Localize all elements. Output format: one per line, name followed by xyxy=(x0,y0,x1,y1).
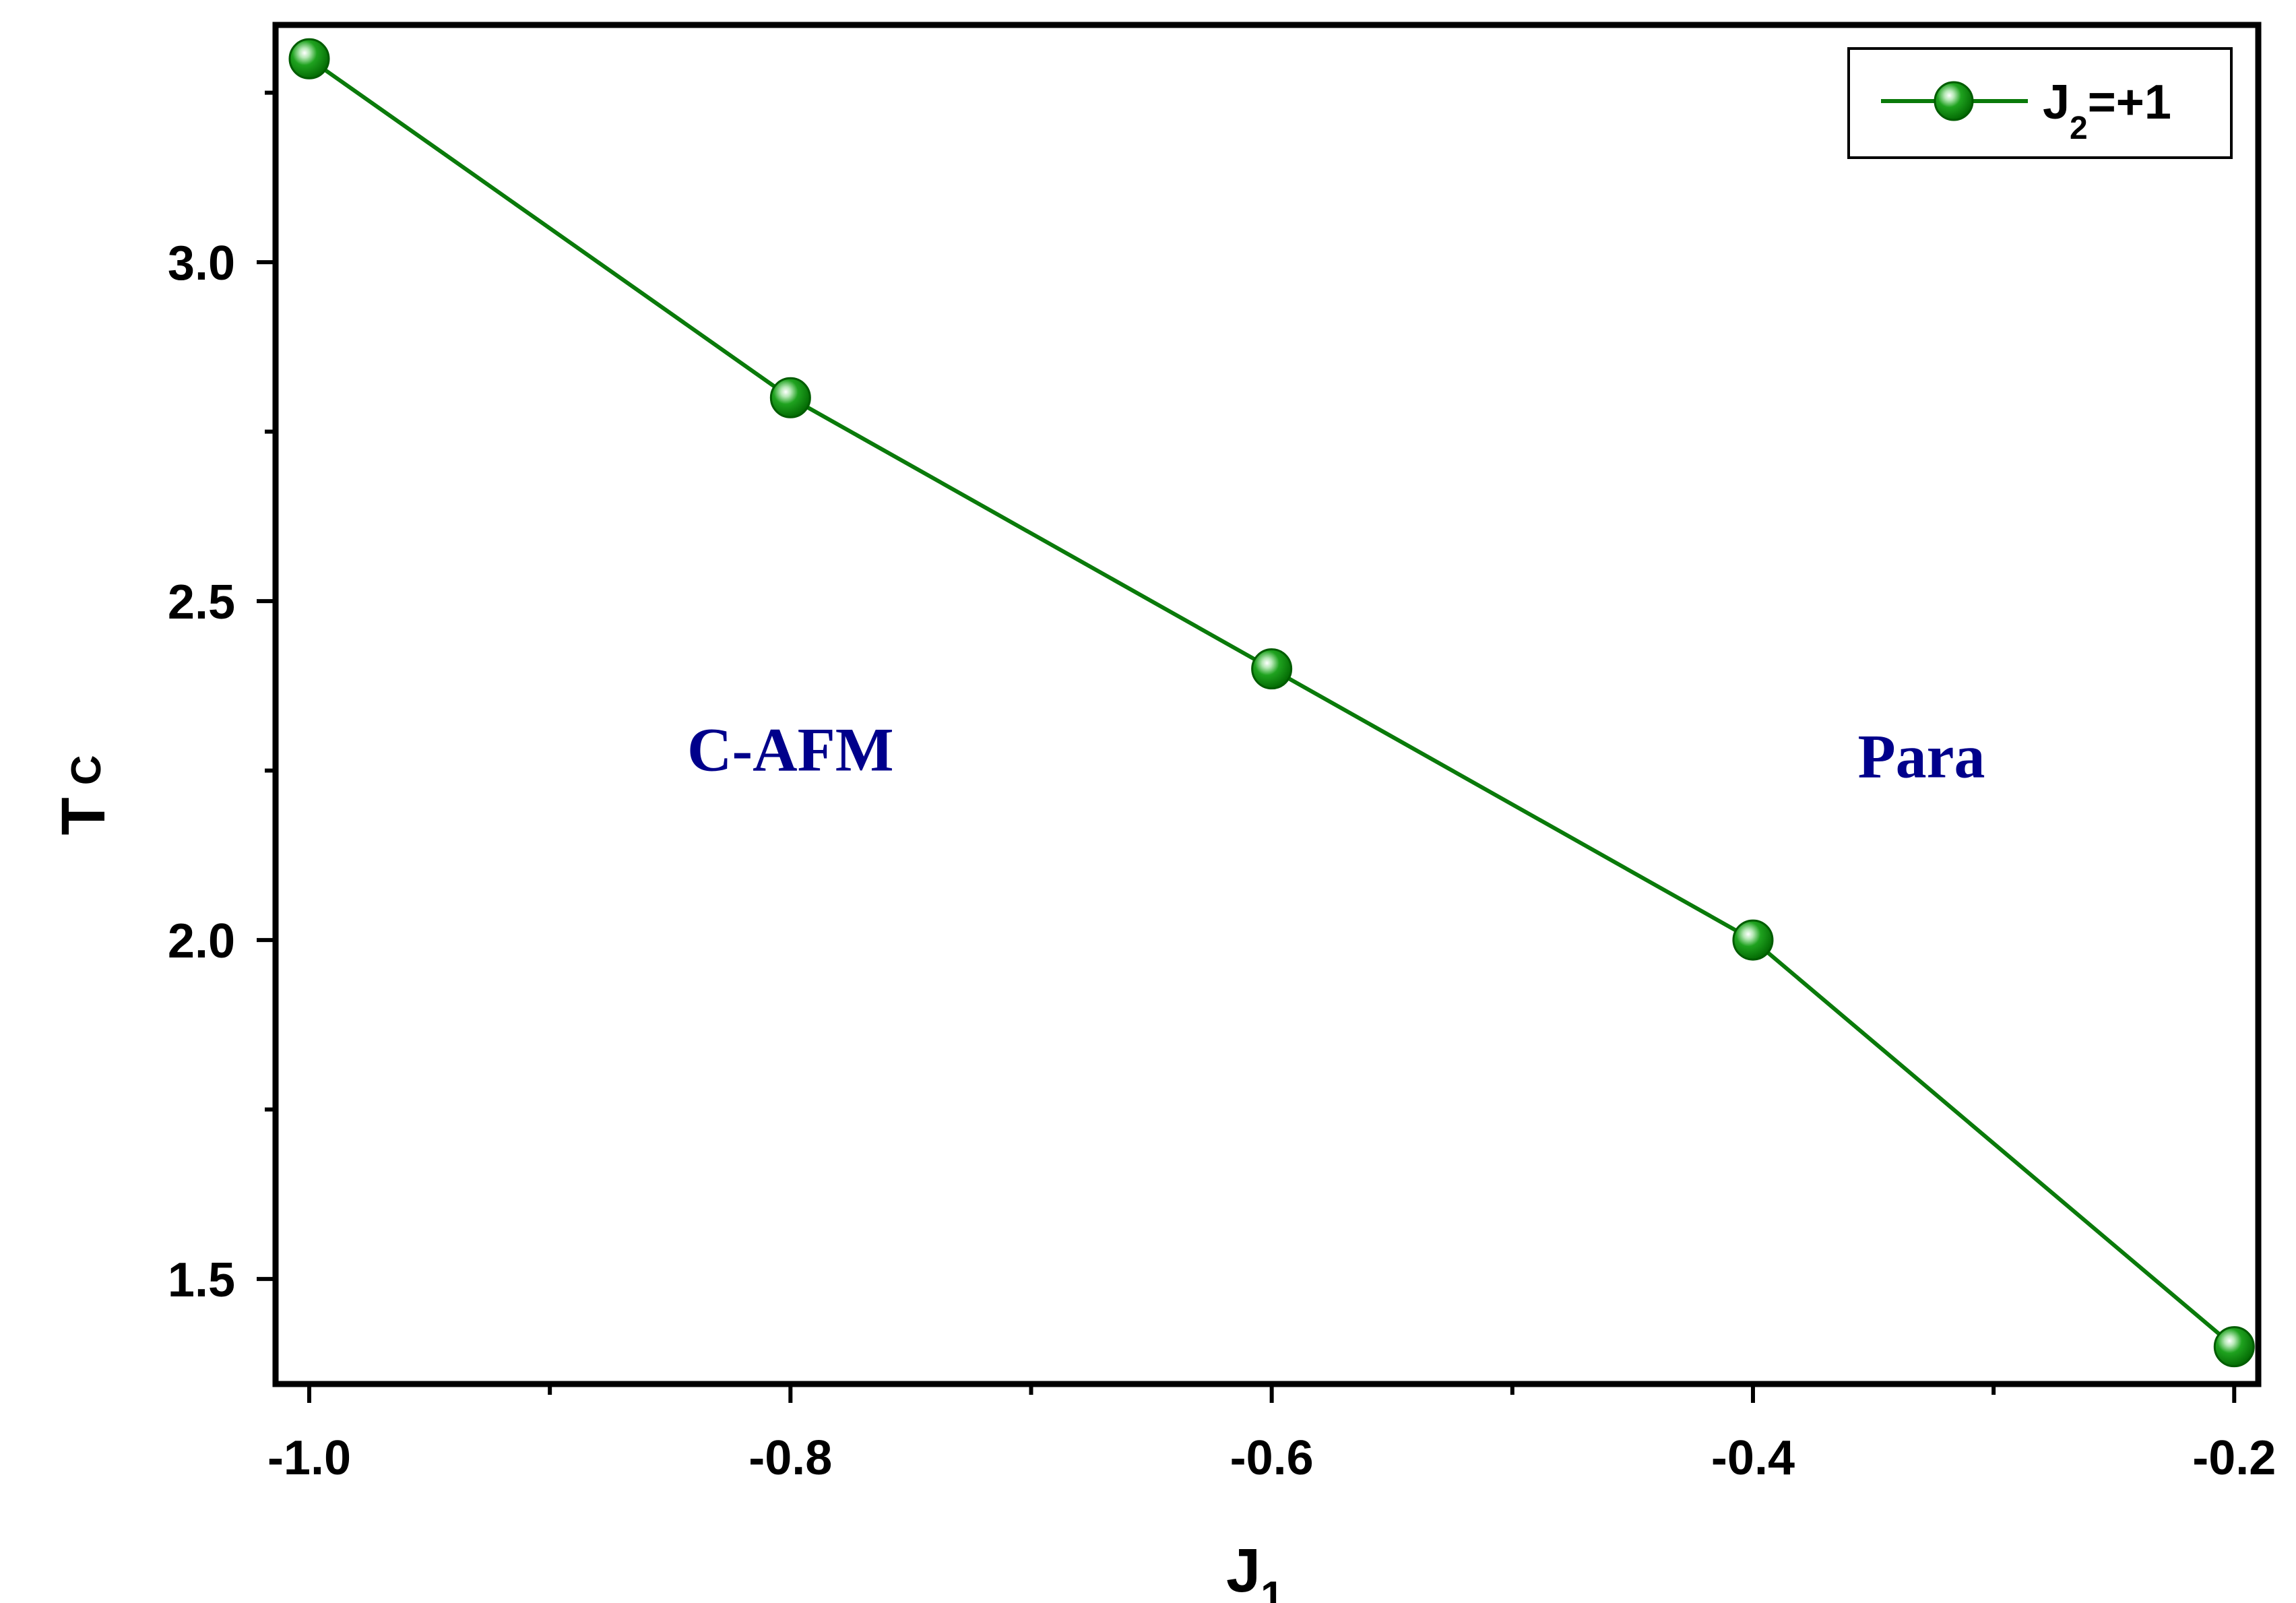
y-tick-label: 1.5 xyxy=(168,1253,235,1307)
plot-frame xyxy=(272,22,2262,1387)
marks-layer xyxy=(288,38,2255,1368)
data-point xyxy=(2213,1326,2255,1368)
region-annotation: Para xyxy=(1857,722,1985,791)
legend-marker xyxy=(1934,81,1974,121)
x-axis-title-main: J xyxy=(1226,1536,1261,1603)
x-tick-label: -0.8 xyxy=(748,1431,832,1485)
y-axis-title-main: T xyxy=(49,797,118,835)
labels-layer: -1.0 -0.8 -0.6 -0.4 -0.2 1.5 2.0 2.5 3.0 C-AFM Par… xyxy=(168,237,2276,1485)
x-axis-title: J1 xyxy=(1226,1536,1284,1603)
legend-label: J2=+1 xyxy=(2043,75,2171,146)
legend-label-sub: 2 xyxy=(2070,111,2088,146)
data-point xyxy=(1251,648,1293,690)
x-tick-label: -1.0 xyxy=(267,1431,351,1485)
y-tick-label: 2.0 xyxy=(168,914,235,968)
series-line xyxy=(308,57,2236,1348)
x-axis-title-sub: 1 xyxy=(1261,1573,1283,1603)
x-tick-label: -0.4 xyxy=(1711,1431,1795,1485)
x-tick-label: -0.6 xyxy=(1230,1431,1314,1485)
x-tick-label: -0.2 xyxy=(2192,1431,2276,1485)
legend: J2=+1 xyxy=(1847,47,2233,159)
y-axis-title: TC xyxy=(49,755,118,836)
y-tick-label: 3.0 xyxy=(168,237,235,290)
data-point xyxy=(1732,919,1774,961)
ticks-layer xyxy=(257,90,2237,1403)
legend-label-rest: =+1 xyxy=(2088,75,2171,129)
region-annotation: C-AFM xyxy=(687,716,894,784)
y-tick-label: 2.5 xyxy=(168,575,235,629)
legend-label-main: J xyxy=(2043,75,2070,129)
data-point xyxy=(288,38,330,80)
data-point xyxy=(769,377,811,418)
y-axis-title-sub: C xyxy=(63,755,110,786)
